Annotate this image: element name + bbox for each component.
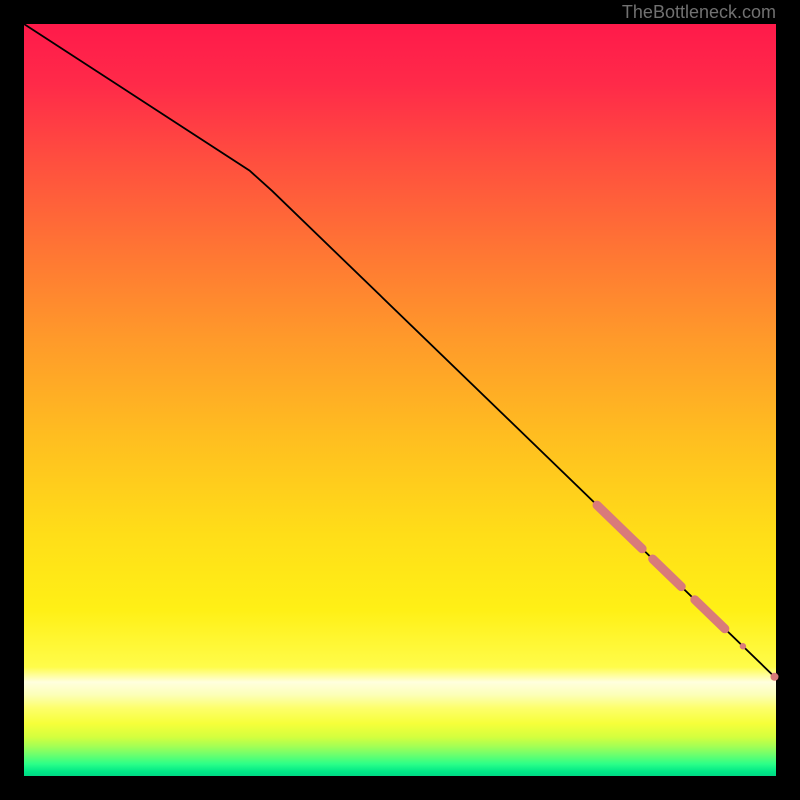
attribution-text: TheBottleneck.com <box>622 2 776 23</box>
scatter-dot <box>770 673 778 681</box>
chart-container: TheBottleneck.com <box>0 0 800 800</box>
scatter-dot <box>740 643 746 649</box>
plot-area <box>24 24 776 776</box>
chart-svg <box>0 0 800 800</box>
